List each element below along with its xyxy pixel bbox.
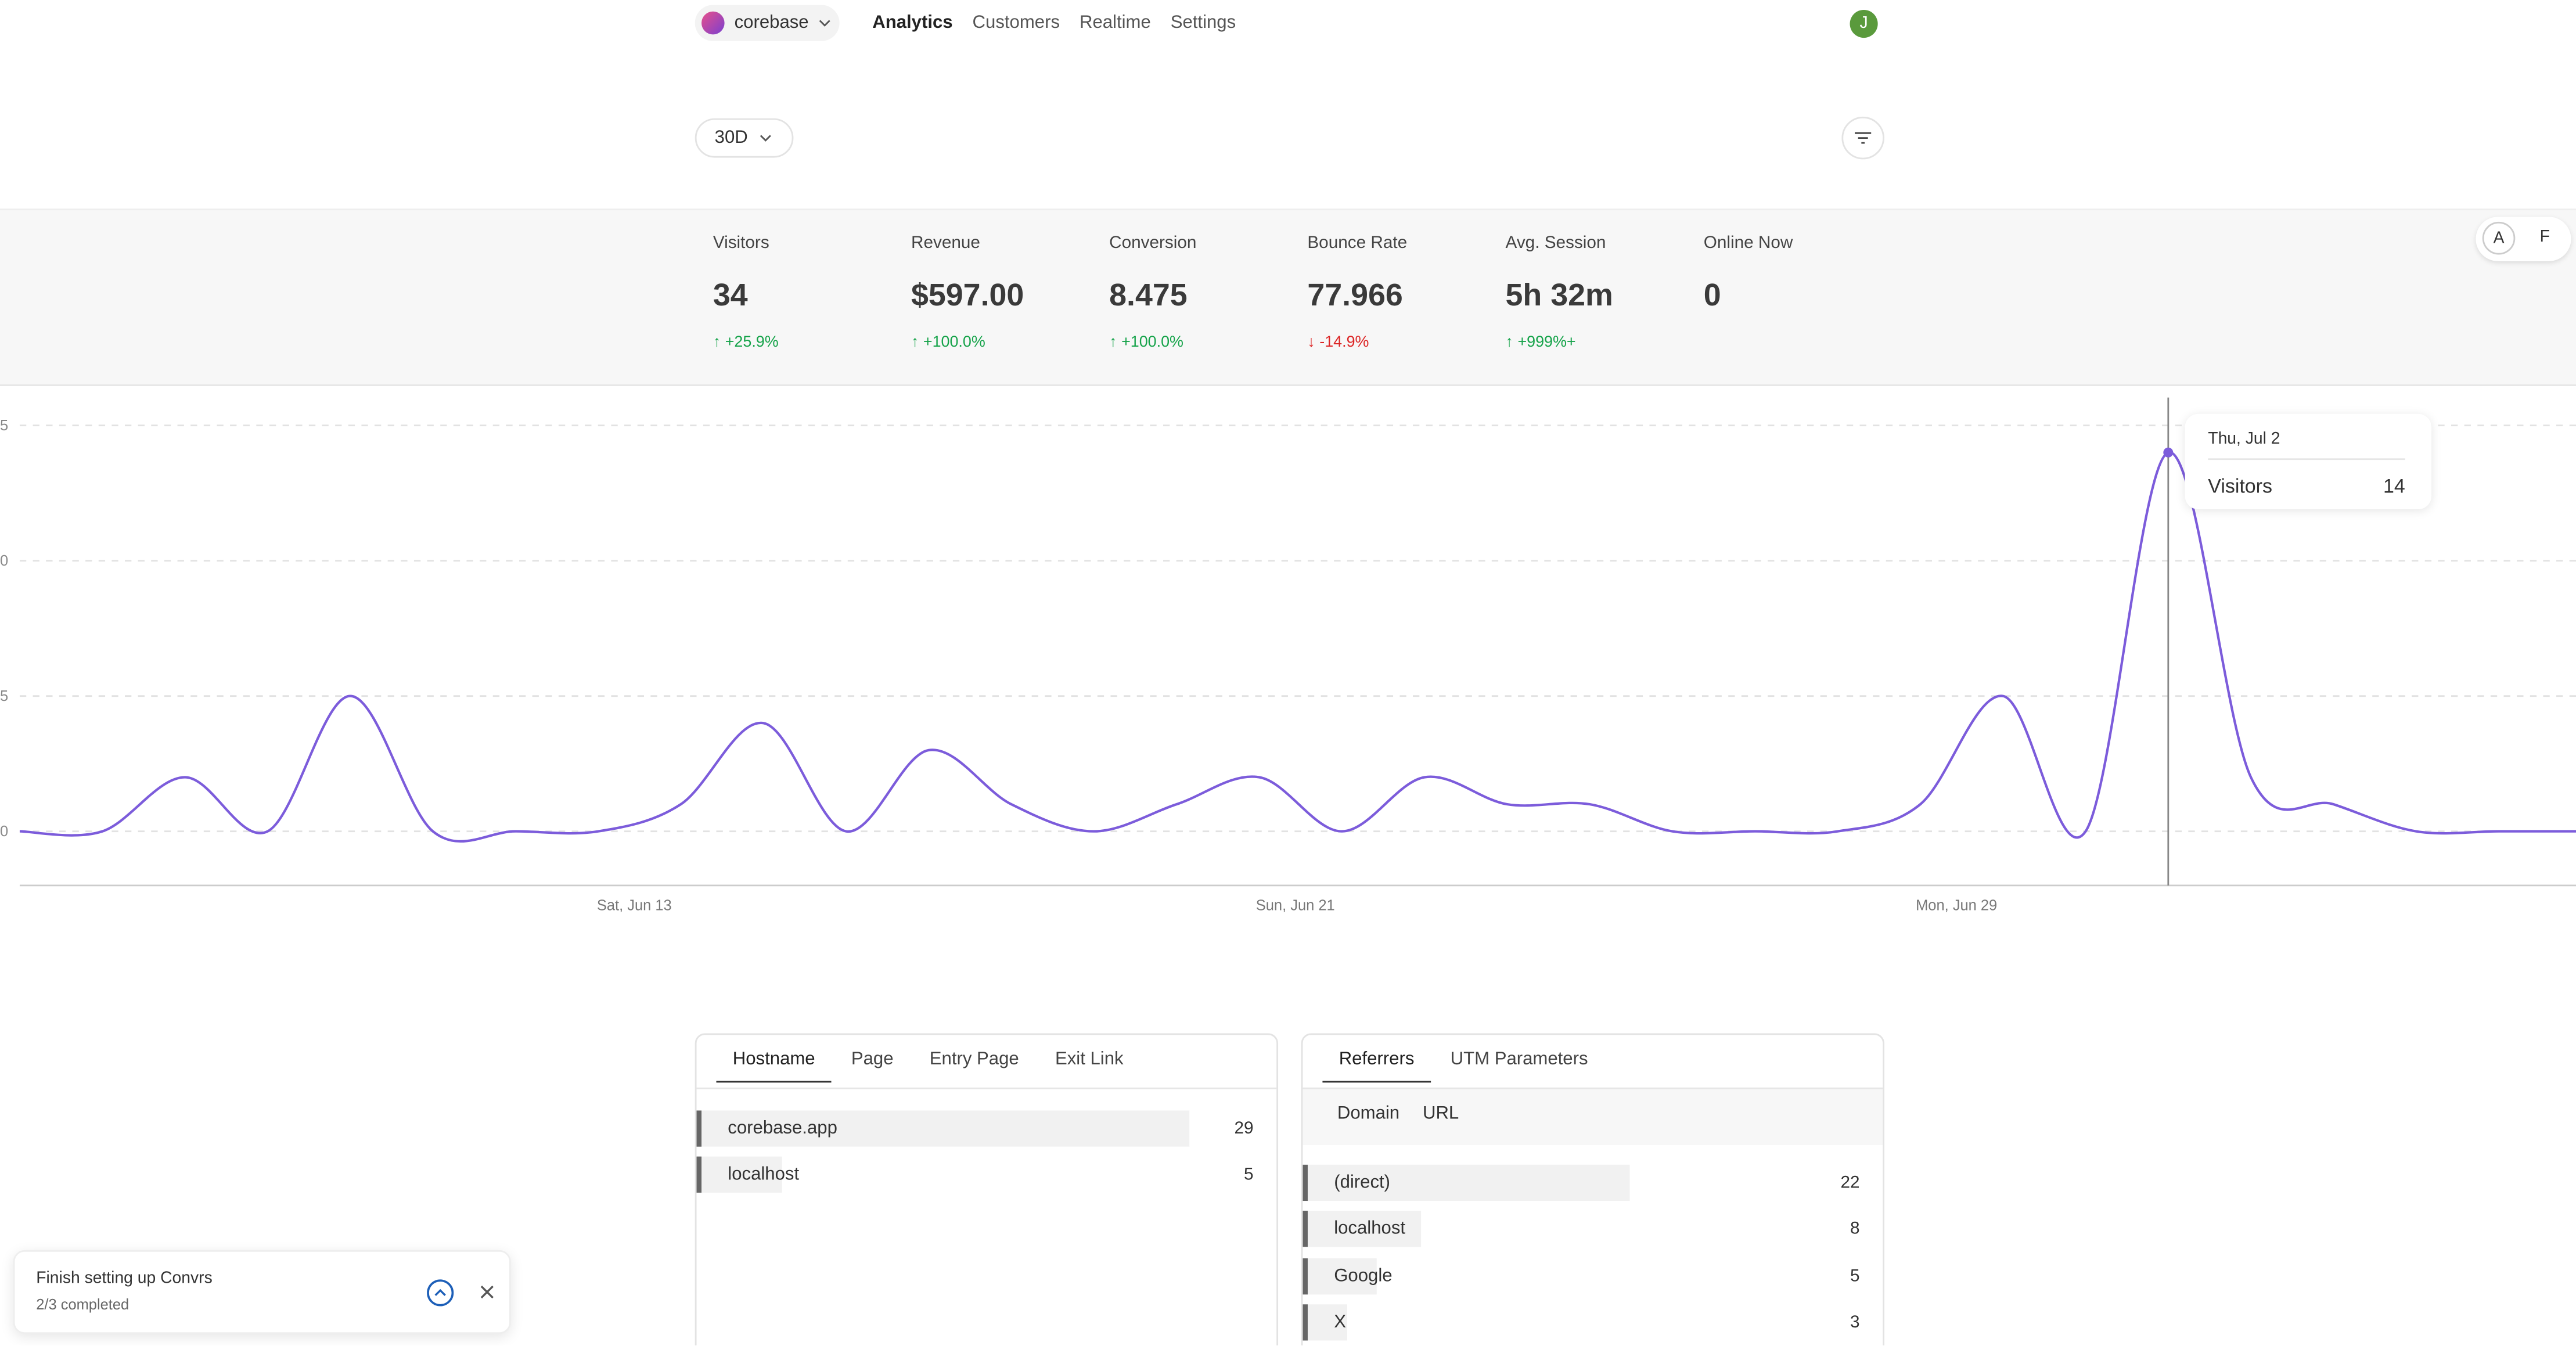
stat-label: Avg. Session <box>1505 233 1606 253</box>
nav-link[interactable]: Customers <box>972 13 1060 33</box>
stat-label: Conversion <box>1109 233 1197 253</box>
stats-strip <box>0 208 2576 386</box>
line <box>19 451 2576 843</box>
y-tick-label: 0 <box>0 823 8 840</box>
filter-icon <box>1855 132 1872 144</box>
nav-link[interactable]: Settings <box>1170 13 1236 33</box>
x-tick-label: Sat, Jun 13 <box>597 897 672 913</box>
point <box>2163 447 2174 458</box>
stat-value: 8.475 <box>1109 279 1188 314</box>
tab[interactable]: Exit Link <box>1055 1049 1124 1070</box>
row-value: 29 <box>1234 1118 1254 1139</box>
tooltip-value: 14 <box>2383 474 2405 498</box>
row-bar <box>1303 1304 1348 1341</box>
row-bar <box>1303 1257 1377 1294</box>
row-bar <box>696 1157 782 1193</box>
tab[interactable]: UTM Parameters <box>1450 1049 1588 1070</box>
filter-button[interactable] <box>1841 116 1884 160</box>
toggle[interactable]: A <box>2482 221 2516 255</box>
subtab[interactable]: URL <box>1422 1104 1459 1124</box>
sources-card: Referrers UTM Parameters Domain URL <box>1301 1033 1884 1346</box>
row-name: localhost <box>728 1165 800 1185</box>
y-tick-label: 10 <box>0 553 8 569</box>
range-button[interactable]: 30D <box>695 118 794 158</box>
chevron <box>760 135 771 142</box>
toggle[interactable]: F <box>2539 228 2550 247</box>
row-value: 3 <box>1850 1312 1860 1333</box>
toast-actions[interactable] <box>426 1278 495 1308</box>
x-tick-label: Sun, Jun 21 <box>1256 897 1335 913</box>
row-value: 8 <box>1850 1219 1860 1239</box>
stat-value: 0 <box>1703 279 1721 314</box>
subtab-bar <box>1303 1087 1883 1145</box>
nav-link[interactable]: Analytics <box>872 13 953 33</box>
stat-change: ↓ -14.9% <box>1307 333 1369 352</box>
stat-label: Revenue <box>911 233 980 253</box>
y-tick-label: 5 <box>0 688 8 704</box>
row-value: 5 <box>1244 1165 1254 1185</box>
row-name: corebase.app <box>728 1118 837 1139</box>
y-tick-label: 15 <box>0 418 8 434</box>
row-value: 22 <box>1840 1172 1860 1193</box>
tab[interactable]: Entry Page <box>929 1049 1019 1070</box>
stat-value: 77.966 <box>1307 279 1403 314</box>
workspace-logo <box>701 11 725 35</box>
tooltip-series: Visitors <box>2208 474 2272 498</box>
divider <box>696 1087 1277 1089</box>
tooltip-date: Thu, Jul 2 <box>2208 430 2280 449</box>
row-bar <box>696 1110 1190 1147</box>
stat-label: Bounce Rate <box>1307 233 1408 253</box>
stat-change: ↑ +999%+ <box>1505 333 1576 352</box>
row-bar <box>1303 1164 1630 1201</box>
toast: Finish setting up Convrs 2/3 completed <box>13 1250 511 1334</box>
row-name: X <box>1334 1312 1346 1333</box>
row-name: (direct) <box>1334 1172 1391 1193</box>
stat-change: ↑ +25.9% <box>713 333 779 352</box>
nav-link[interactable]: Realtime <box>1079 13 1151 33</box>
stat-value: $597.00 <box>911 279 1024 314</box>
stat-change: ↑ +100.0% <box>911 333 985 352</box>
stat-value: 5h 32m <box>1505 279 1613 314</box>
row-bar <box>1303 1211 1422 1248</box>
toggle-group: A F <box>2476 217 2571 261</box>
row-name: localhost <box>1334 1219 1406 1239</box>
pages-card: Hostname Page Entry Page Exit Link <box>695 1033 1279 1346</box>
divider <box>2208 458 2405 460</box>
tab[interactable]: Hostname <box>716 1050 832 1083</box>
chevron <box>819 20 830 27</box>
stat-label: Online Now <box>1703 233 1793 253</box>
toast-title: Finish setting up Convrs <box>36 1269 213 1288</box>
tab[interactable]: Page <box>851 1049 894 1070</box>
subtab[interactable]: Domain <box>1337 1104 1400 1124</box>
row-value: 5 <box>1850 1266 1860 1286</box>
toast-subtitle: 2/3 completed <box>36 1296 129 1313</box>
x-tick-label: Mon, Jun 29 <box>1916 897 1997 913</box>
tab[interactable]: Referrers <box>1322 1050 1431 1083</box>
chart: 0 5 10 15 Sat, Jun 13 Sun, Jun 21 Mon, Jun 29 T… <box>0 397 2576 913</box>
stat-label: Visitors <box>713 233 769 253</box>
row-name: Google <box>1334 1266 1393 1286</box>
workspace-name: corebase <box>734 13 809 33</box>
range-label: 30D <box>714 128 748 148</box>
stat-value: 34 <box>713 279 748 314</box>
stat-change: ↑ +100.0% <box>1109 333 1183 352</box>
avatar[interactable]: J <box>1850 9 1878 38</box>
tooltip: Thu, Jul 2 Visitors 14 <box>2185 413 2432 510</box>
